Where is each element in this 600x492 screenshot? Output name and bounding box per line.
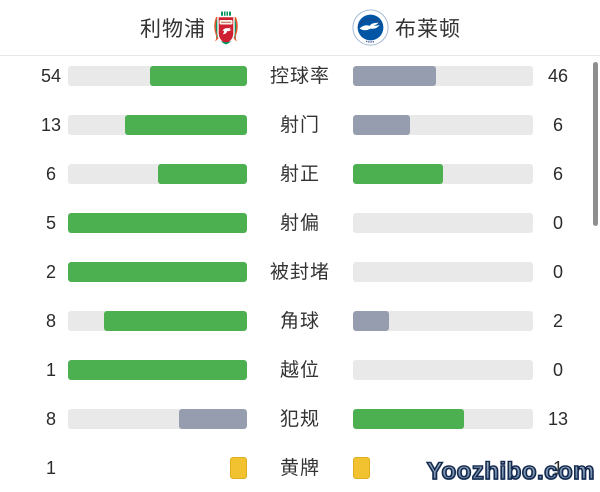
away-bar [353,66,533,86]
home-value: 54 [40,66,62,86]
home-bar [68,164,247,184]
stat-row: 13 射门 6 [0,101,600,150]
away-value: 6 [552,164,563,184]
away-bar-fill [353,311,389,331]
away-value: 13 [547,409,569,429]
away-bar-fill [353,66,436,86]
away-bar-fill [353,409,465,429]
stat-label: 越位 [279,360,320,381]
home-value: 5 [45,213,56,233]
home-team-header: 利物浦 [140,0,240,55]
home-bar-fill [157,164,247,184]
home-bar [68,311,247,331]
stat-label: 犯规 [279,409,320,430]
stat-row: 8 角球 2 [0,297,600,346]
home-bar [68,409,247,429]
away-team-name: 布莱顿 [395,17,461,41]
stat-row: 1 越位 0 [0,346,600,395]
stat-label: 被封堵 [269,262,330,283]
stat-row: 6 射正 6 [0,150,600,199]
away-bar [353,262,533,282]
stat-row: 8 犯规 13 [0,395,600,444]
away-bar [353,360,533,380]
stat-row: 5 射偏 0 [0,199,600,248]
home-yellow-card-icon [230,457,247,479]
stat-label: 角球 [279,311,320,332]
away-yellow-card-icon [353,457,370,479]
home-bar-fill [103,311,247,331]
home-value: 2 [45,262,56,282]
stat-label: 射门 [279,115,320,136]
stat-label: 控球率 [269,66,330,87]
scrollbar-thumb[interactable] [593,62,598,226]
away-bar [353,213,533,233]
home-bar-fill [68,360,247,380]
home-bar-fill [68,262,247,282]
home-value: 8 [45,311,56,331]
home-bar-fill [150,66,247,86]
away-value: 46 [547,66,569,86]
home-bar-fill [124,115,247,135]
away-bar [353,164,533,184]
home-bar [68,213,247,233]
away-value: 2 [552,311,563,331]
away-value: 0 [552,262,563,282]
stat-label: 射正 [279,164,320,185]
home-bar-fill [68,213,247,233]
away-team-header: 布莱顿 [352,0,461,55]
home-bar [68,115,247,135]
stat-row: 2 被封堵 0 [0,248,600,297]
away-bar [353,409,533,429]
away-value: 1 [540,444,576,492]
home-team-name: 利物浦 [140,17,206,41]
stat-label: 黄牌 [279,458,320,479]
watermark: Yoozhibo.com [426,457,595,486]
away-bar-fill [353,164,443,184]
away-bar [353,311,533,331]
away-bar-fill [353,115,410,135]
away-value: 0 [552,360,563,380]
stat-row: 1 黄牌 1 [0,444,600,492]
home-value: 1 [45,360,56,380]
home-bar [68,360,247,380]
away-bar [353,115,533,135]
away-value: 6 [552,115,563,135]
home-value: 8 [45,409,56,429]
home-bar [68,262,247,282]
stat-label: 射偏 [279,213,320,234]
match-header: 利物浦 [0,0,600,55]
away-value: 0 [552,213,563,233]
home-value: 1 [45,458,56,478]
liverpool-crest-icon [214,11,238,45]
stats-list: 54 控球率 46 13 射门 6 6 [0,52,600,492]
home-bar-fill [178,409,247,429]
brighton-crest-icon [352,9,389,46]
header-divider [0,55,600,56]
stat-row: 54 控球率 46 [0,52,600,101]
home-bar [68,66,247,86]
home-value: 13 [40,115,62,135]
home-value: 6 [45,164,56,184]
